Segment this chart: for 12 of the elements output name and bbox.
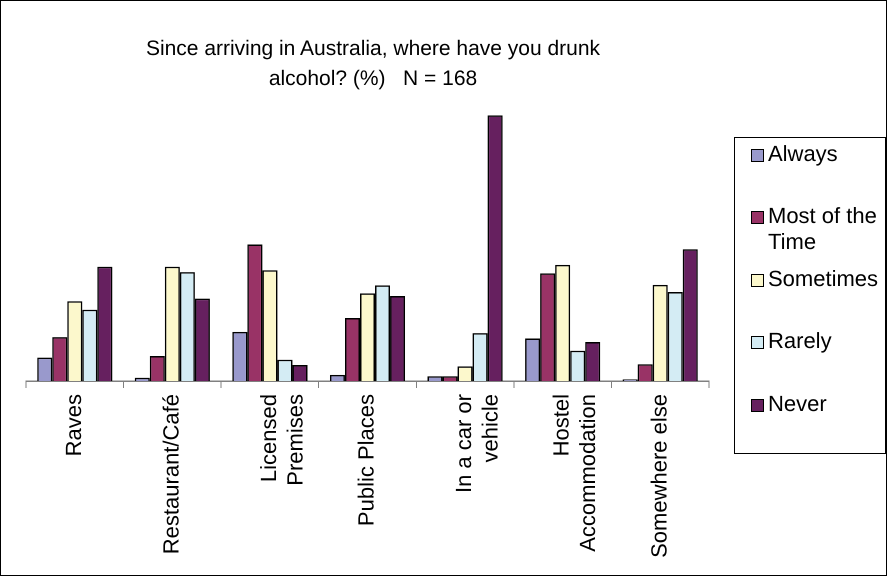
x-tick-label: Public Places [354,394,379,526]
x-tick-label: Licensed Premises [256,394,308,486]
legend-label: Never [768,390,827,417]
x-tick-label: Restaurant/Café [158,394,184,554]
x-tick-label: Raves [60,394,86,456]
legend-label: Most of the Time [768,203,878,256]
chart-title: Since arriving in Australia, where have you drunk alcohol? (%) N = 168 [144,36,602,92]
legend-label: Rarely [768,328,832,354]
x-tick-label: Somewhere else [646,394,672,558]
legend-label: Always [768,141,838,167]
x-tick-label: In a car or vehicle [451,394,503,494]
legend-label: Sometimes [768,266,878,292]
